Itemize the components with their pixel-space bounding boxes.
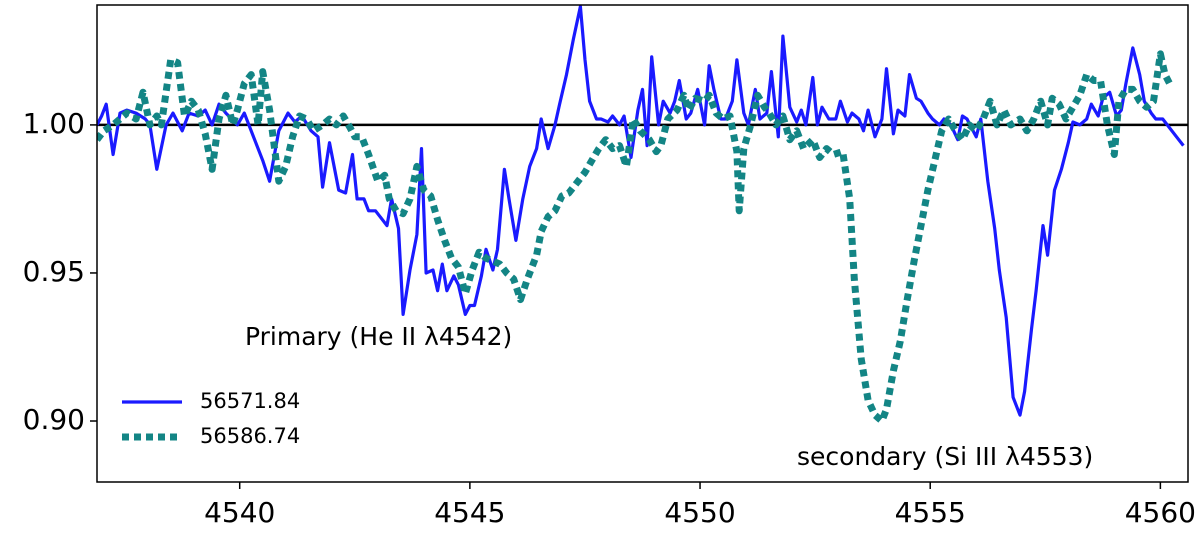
x-tick-label: 4555 [895, 496, 966, 529]
annotation: Primary (He II λ4542) [245, 322, 512, 351]
legend-label: 56586.74 [200, 424, 300, 448]
y-tick-label: 0.95 [23, 255, 85, 288]
series-line [97, 50, 1173, 425]
y-tick-label: 1.00 [23, 107, 85, 140]
series-line [97, 5, 1185, 417]
x-tick-label: 4560 [1125, 496, 1196, 529]
x-tick-label: 4550 [664, 496, 735, 529]
legend-label: 56571.84 [200, 389, 300, 413]
annotation: secondary (Si III λ4553) [797, 442, 1093, 471]
plot-area [97, 5, 1188, 425]
x-tick-label: 4540 [204, 496, 275, 529]
plot-frame [96, 4, 1189, 483]
x-tick-label: 4545 [434, 496, 505, 529]
y-tick-label: 0.90 [23, 403, 85, 436]
